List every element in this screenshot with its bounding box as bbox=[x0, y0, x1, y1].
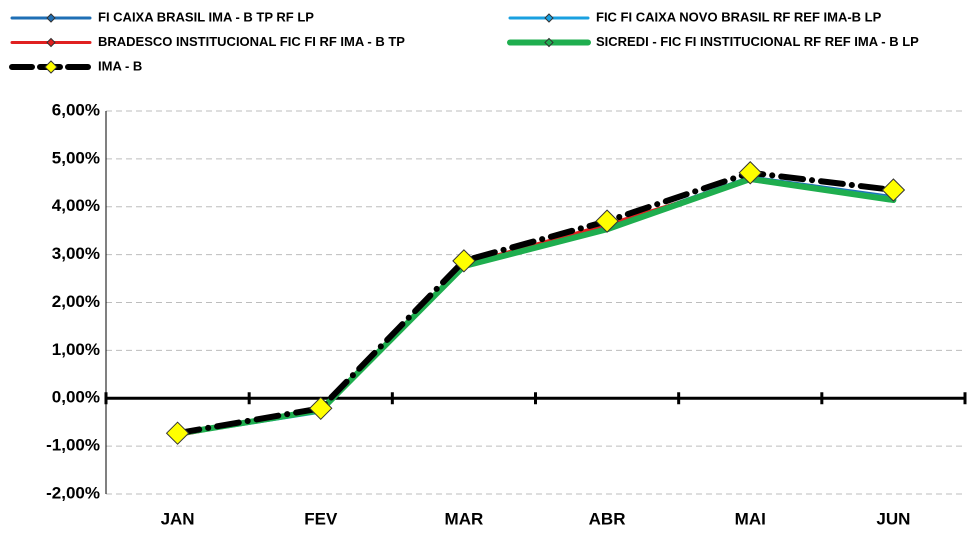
legend-label: BRADESCO INSTITUCIONAL FIC FI RF IMA - B… bbox=[98, 34, 405, 49]
x-tick-label: MAR bbox=[445, 509, 484, 528]
x-tick-label: MAI bbox=[735, 509, 766, 528]
y-tick-label: 1,00% bbox=[52, 340, 100, 359]
data-point bbox=[738, 161, 762, 185]
x-tick-label: ABR bbox=[589, 509, 626, 528]
legend-label: FIC FI CAIXA NOVO BRASIL RF REF IMA-B LP bbox=[596, 9, 882, 24]
legend-label: FI CAIXA BRASIL IMA - B TP RF LP bbox=[98, 9, 314, 24]
y-tick-label: 6,00% bbox=[52, 100, 100, 119]
legend-marker bbox=[46, 37, 56, 48]
y-tick-label: -2,00% bbox=[46, 483, 100, 502]
x-tick-label: JUN bbox=[876, 509, 910, 528]
legend-marker bbox=[544, 37, 554, 48]
data-point bbox=[452, 249, 476, 273]
legend-marker bbox=[44, 60, 58, 74]
data-point bbox=[881, 178, 906, 202]
data-point bbox=[165, 421, 190, 445]
y-tick-label: 5,00% bbox=[52, 148, 100, 167]
y-tick-label: 0,00% bbox=[52, 388, 100, 407]
x-tick-label: JAN bbox=[161, 509, 195, 528]
legend-label: SICREDI - FIC FI INSTITUCIONAL RF REF IM… bbox=[596, 34, 919, 49]
y-tick-label: -1,00% bbox=[46, 436, 100, 455]
data-point bbox=[595, 209, 619, 233]
y-tick-label: 2,00% bbox=[52, 292, 100, 311]
legend-marker bbox=[544, 13, 554, 23]
series-line bbox=[174, 169, 897, 437]
y-tick-label: 3,00% bbox=[52, 244, 100, 263]
data-point bbox=[309, 396, 333, 421]
x-tick-label: FEV bbox=[304, 509, 338, 528]
legend-label: IMA - B bbox=[98, 58, 142, 73]
legend-marker bbox=[46, 13, 56, 23]
y-tick-label: 4,00% bbox=[52, 196, 100, 215]
